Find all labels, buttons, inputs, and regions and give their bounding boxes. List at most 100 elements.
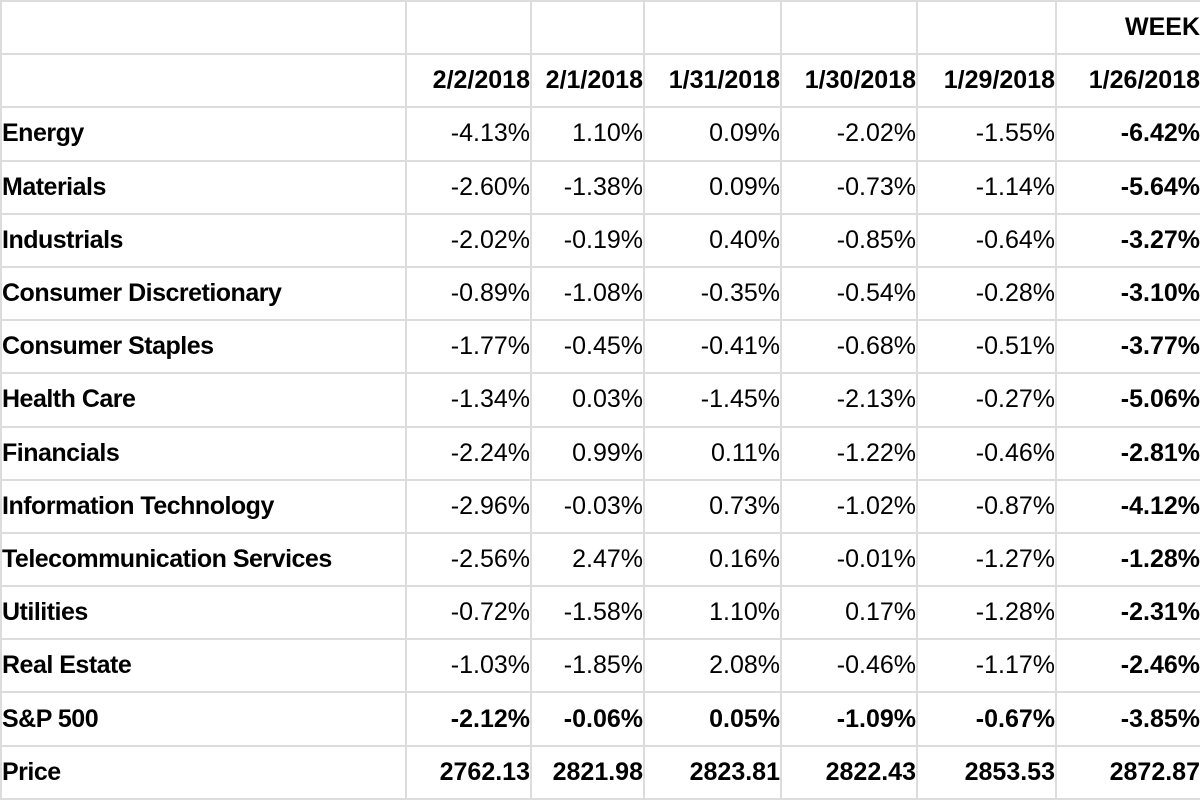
cell: -0.87% xyxy=(916,478,1057,534)
cell: -1.28% xyxy=(916,585,1057,641)
cell: -2.02% xyxy=(780,106,918,162)
cell: -0.45% xyxy=(530,319,645,375)
cell: -1.17% xyxy=(916,638,1057,694)
cell: -0.03% xyxy=(530,478,645,534)
cell: -2.12% xyxy=(405,691,532,747)
cell: 0.73% xyxy=(643,478,782,534)
table-row-sp500: S&P 500 -2.12% -0.06% 0.05% -1.09% -0.67… xyxy=(0,691,1200,747)
date-header-row: 2/2/2018 2/1/2018 1/31/2018 1/30/2018 1/… xyxy=(0,53,1200,109)
cell: 2821.98 xyxy=(530,744,645,800)
empty-corner-cell xyxy=(0,0,407,56)
empty-cell xyxy=(530,0,645,56)
week-total-cell: -3.85% xyxy=(1055,691,1200,747)
cell: 2823.81 xyxy=(643,744,782,800)
table-row-real-estate: Real Estate -1.03% -1.85% 2.08% -0.46% -… xyxy=(0,638,1200,694)
table-row-information-technology: Information Technology -2.96% -0.03% 0.7… xyxy=(0,478,1200,534)
cell: 2.08% xyxy=(643,638,782,694)
empty-cell xyxy=(0,53,407,109)
date-header: 1/29/2018 xyxy=(916,53,1057,109)
cell: 0.11% xyxy=(643,425,782,481)
cell: -0.01% xyxy=(780,531,918,588)
cell: 0.99% xyxy=(530,425,645,481)
cell: -0.64% xyxy=(916,212,1057,268)
table-row-financials: Financials -2.24% 0.99% 0.11% -1.22% -0.… xyxy=(0,425,1200,481)
week-total-cell: -4.12% xyxy=(1055,478,1200,534)
date-header: 1/26/2018 xyxy=(1055,53,1200,109)
cell: -1.02% xyxy=(780,478,918,534)
week-total-cell: -2.31% xyxy=(1055,585,1200,641)
table-row-consumer-discretionary: Consumer Discretionary -0.89% -1.08% -0.… xyxy=(0,265,1200,322)
week-total-cell: -6.42% xyxy=(1055,106,1200,162)
week-label: WEEK xyxy=(1055,0,1200,56)
cell: 2762.13 xyxy=(405,744,532,800)
cell: -0.46% xyxy=(916,425,1057,481)
row-label: Health Care xyxy=(0,372,407,428)
cell: -1.85% xyxy=(530,638,645,694)
week-total-cell: -5.64% xyxy=(1055,159,1200,215)
cell: 2822.43 xyxy=(780,744,918,800)
cell: 0.05% xyxy=(643,691,782,747)
cell: -0.72% xyxy=(405,585,532,641)
table-row-health-care: Health Care -1.34% 0.03% -1.45% -2.13% -… xyxy=(0,372,1200,428)
cell: -1.14% xyxy=(916,159,1057,215)
week-header-row: WEEK xyxy=(0,0,1200,56)
cell: -1.09% xyxy=(780,691,918,747)
cell: 0.40% xyxy=(643,212,782,268)
cell: 2853.53 xyxy=(916,744,1057,800)
cell: -0.73% xyxy=(780,159,918,215)
cell: -0.89% xyxy=(405,265,532,322)
week-total-cell: 2872.87 xyxy=(1055,744,1200,800)
date-header: 2/1/2018 xyxy=(530,53,645,109)
cell: -1.58% xyxy=(530,585,645,641)
row-label: Price xyxy=(0,744,407,800)
cell: -1.27% xyxy=(916,531,1057,588)
cell: -4.13% xyxy=(405,106,532,162)
table-row-energy: Energy -4.13% 1.10% 0.09% -2.02% -1.55% … xyxy=(0,106,1200,162)
table-row-materials: Materials -2.60% -1.38% 0.09% -0.73% -1.… xyxy=(0,159,1200,215)
cell: -1.22% xyxy=(780,425,918,481)
cell: -0.51% xyxy=(916,319,1057,375)
week-total-cell: -2.81% xyxy=(1055,425,1200,481)
table-row-price: Price 2762.13 2821.98 2823.81 2822.43 28… xyxy=(0,744,1200,800)
table-row-utilities: Utilities -0.72% -1.58% 1.10% 0.17% -1.2… xyxy=(0,585,1200,641)
week-total-cell: -2.46% xyxy=(1055,638,1200,694)
cell: -2.24% xyxy=(405,425,532,481)
cell: -1.55% xyxy=(916,106,1057,162)
row-label: Industrials xyxy=(0,212,407,268)
week-total-cell: -3.10% xyxy=(1055,265,1200,322)
cell: -2.13% xyxy=(780,372,918,428)
cell: 1.10% xyxy=(643,585,782,641)
cell: -0.67% xyxy=(916,691,1057,747)
cell: -2.60% xyxy=(405,159,532,215)
week-total-cell: -5.06% xyxy=(1055,372,1200,428)
cell: -2.96% xyxy=(405,478,532,534)
empty-cell xyxy=(643,0,782,56)
week-total-cell: -1.28% xyxy=(1055,531,1200,588)
cell: -0.28% xyxy=(916,265,1057,322)
cell: 1.10% xyxy=(530,106,645,162)
cell: 0.03% xyxy=(530,372,645,428)
cell: -0.06% xyxy=(530,691,645,747)
cell: -0.46% xyxy=(780,638,918,694)
cell: -1.45% xyxy=(643,372,782,428)
empty-cell xyxy=(405,0,532,56)
row-label: Materials xyxy=(0,159,407,215)
row-label: Financials xyxy=(0,425,407,481)
week-total-cell: -3.77% xyxy=(1055,319,1200,375)
cell: -0.19% xyxy=(530,212,645,268)
cell: 0.09% xyxy=(643,159,782,215)
cell: -1.08% xyxy=(530,265,645,322)
date-header: 1/31/2018 xyxy=(643,53,782,109)
cell: -0.35% xyxy=(643,265,782,322)
cell: 2.47% xyxy=(530,531,645,588)
cell: -0.27% xyxy=(916,372,1057,428)
row-label: Consumer Staples xyxy=(0,319,407,375)
row-label: Information Technology xyxy=(0,478,407,534)
cell: -1.03% xyxy=(405,638,532,694)
row-label: Real Estate xyxy=(0,638,407,694)
table-row-consumer-staples: Consumer Staples -1.77% -0.45% -0.41% -0… xyxy=(0,319,1200,375)
cell: -2.02% xyxy=(405,212,532,268)
date-header: 1/30/2018 xyxy=(780,53,918,109)
